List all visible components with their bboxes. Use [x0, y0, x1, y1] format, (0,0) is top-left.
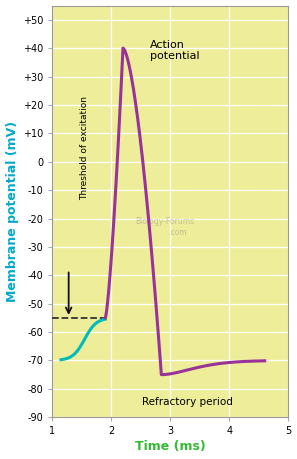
Y-axis label: Membrane potential (mV): Membrane potential (mV) [6, 121, 18, 302]
Text: Refractory period: Refractory period [143, 397, 233, 408]
Text: Biology-Forums
           .com: Biology-Forums .com [135, 217, 194, 237]
X-axis label: Time (ms): Time (ms) [135, 441, 206, 453]
Text: Action
potential: Action potential [150, 39, 199, 61]
Text: Threshold of excitation: Threshold of excitation [80, 95, 89, 200]
